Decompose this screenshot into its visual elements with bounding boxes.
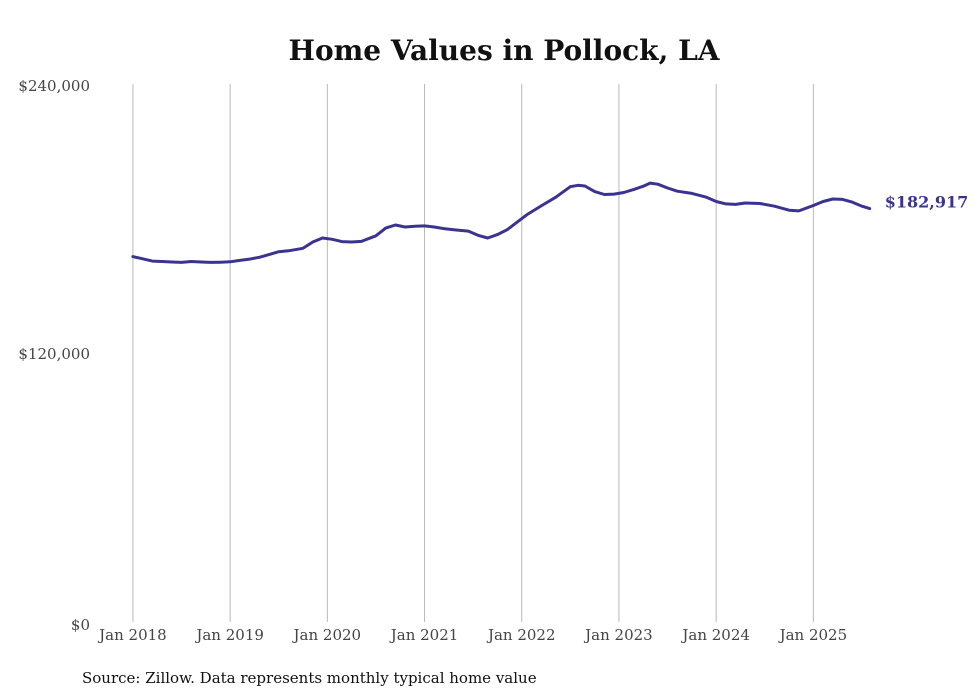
x-tick-label-2022: Jan 2022 <box>486 626 556 644</box>
last-value-label: $182,917 <box>885 193 969 212</box>
x-tick-label-2023: Jan 2023 <box>583 626 653 644</box>
y-tick-label-0: $0 <box>71 616 90 634</box>
x-tick-label-2025: Jan 2025 <box>778 626 848 644</box>
series-layer <box>131 181 872 264</box>
x-tick-label-2024: Jan 2024 <box>680 626 750 644</box>
gridlines <box>132 84 814 622</box>
source-note: Source: Zillow. Data represents monthly … <box>82 669 537 687</box>
y-tick-label-120000: $120,000 <box>18 345 90 363</box>
y-tick-label-240000: $240,000 <box>18 77 90 95</box>
x-tick-label-2021: Jan 2021 <box>389 626 459 644</box>
x-tick-label-2019: Jan 2019 <box>194 626 264 644</box>
x-tick-label-2018: Jan 2018 <box>97 626 167 644</box>
x-axis: Jan 2018 Jan 2019 Jan 2020 Jan 2021 Jan 2022… <box>97 626 847 644</box>
chart-title: Home Values in Pollock, LA <box>289 34 721 67</box>
x-tick-label-2020: Jan 2020 <box>292 626 362 644</box>
y-axis: $240,000 $120,000 $0 <box>18 77 90 634</box>
series-line-0 <box>131 181 872 264</box>
